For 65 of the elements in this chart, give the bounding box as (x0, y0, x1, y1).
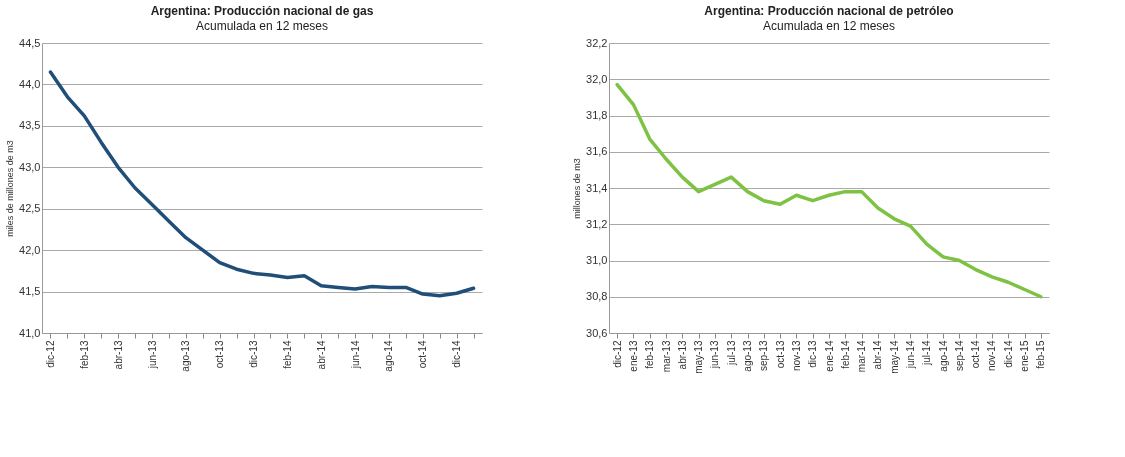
x-tick-label: dic-14 (451, 340, 463, 368)
x-tick-label: abr-13 (676, 340, 688, 370)
y-tick-label: 43,0 (19, 160, 41, 173)
chart-subtitle: Acumulada en 12 meses (195, 19, 329, 33)
x-tick-label: feb-14 (839, 340, 851, 369)
y-tick-label: 32,0 (586, 72, 608, 85)
y-tick-label: 32,2 (586, 36, 608, 49)
x-tick-label: ago-13 (742, 340, 754, 372)
chart-subtitle: Acumulada en 12 meses (762, 19, 896, 33)
x-tick-label: ago-14 (937, 340, 949, 372)
y-axis-title: millones de m3 (572, 158, 583, 219)
y-tick-label: 30,8 (586, 290, 608, 303)
x-tick-label: dic-12 (611, 340, 623, 368)
y-tick-label: 42,5 (19, 202, 41, 215)
x-tick-label: ene-15 (1019, 340, 1031, 372)
x-tick-label: jul-13 (725, 340, 737, 366)
x-tick-label: oct-14 (417, 340, 429, 369)
x-tick-label: dic-12 (44, 340, 56, 368)
x-tick-label: oct-13 (214, 340, 226, 369)
x-tick-label: mar-14 (856, 340, 868, 373)
y-tick-label: 31,8 (586, 109, 608, 121)
x-tick-label: feb-13 (78, 340, 90, 369)
x-tick-label: jun-13 (709, 340, 721, 370)
chart-title: Argentina: Producción nacional de petróleo (704, 4, 954, 18)
x-tick-label: jun-14 (349, 340, 361, 370)
y-axis-title: miles de millones de m3 (5, 140, 16, 237)
x-tick-label: dic-13 (807, 340, 819, 368)
x-tick-label: nov-13 (790, 340, 802, 372)
x-tick-label: feb-13 (644, 340, 656, 369)
x-tick-label: abr-14 (872, 340, 884, 370)
y-tick-label: 31,2 (586, 217, 608, 230)
x-tick-label: may-14 (888, 340, 900, 374)
x-tick-label: ene-14 (823, 340, 835, 372)
y-tick-label: 41,5 (19, 285, 41, 298)
y-tick-label: 42,0 (19, 243, 41, 256)
y-tick-label: 41,0 (19, 326, 41, 339)
x-tick-label: sep-13 (758, 340, 770, 372)
x-tick-label: feb-15 (1035, 340, 1047, 369)
x-tick-label: oct-13 (774, 340, 786, 369)
line-series (615, 82, 1043, 299)
x-tick-label: sep-14 (953, 340, 965, 372)
y-tick-label: 44,5 (19, 36, 41, 49)
x-tick-label: abr-14 (315, 340, 327, 370)
x-tick-label: jun-13 (146, 340, 158, 370)
x-tick-label: dic-13 (248, 340, 260, 368)
x-tick-label: oct-14 (970, 340, 982, 369)
x-tick-label: abr-13 (112, 340, 124, 370)
y-tick-label: 44,0 (19, 77, 41, 90)
x-tick-label: feb-14 (281, 340, 293, 369)
x-tick-label: ago-13 (180, 340, 192, 372)
y-tick-label: 31,6 (586, 145, 608, 158)
chart-title: Argentina: Producción nacional de gas (150, 4, 374, 18)
y-tick-label: 31,4 (586, 181, 608, 194)
x-tick-label: jul-14 (921, 340, 933, 366)
x-tick-label: dic-14 (1002, 340, 1014, 368)
y-tick-label: 30,6 (586, 326, 608, 339)
x-tick-label: mar-13 (660, 340, 672, 373)
y-tick-label: 31,0 (586, 254, 608, 266)
x-tick-label: nov-14 (986, 340, 998, 372)
y-tick-label: 43,5 (19, 119, 41, 132)
x-tick-label: ene-13 (627, 340, 639, 372)
x-tick-label: jun-14 (904, 340, 916, 370)
line-series (48, 70, 476, 298)
x-tick-label: ago-14 (383, 340, 395, 372)
x-tick-label: may-13 (693, 340, 705, 374)
